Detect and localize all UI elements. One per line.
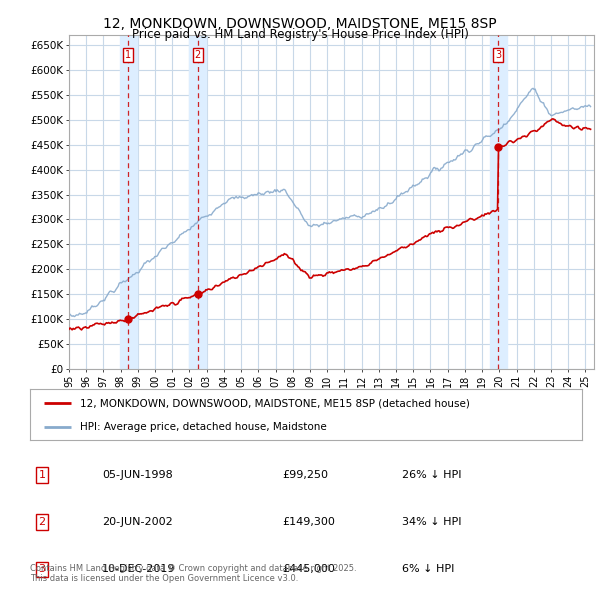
Text: 6% ↓ HPI: 6% ↓ HPI — [402, 565, 454, 574]
Bar — [189, 35, 206, 369]
Text: 3: 3 — [495, 50, 502, 60]
Text: 12, MONKDOWN, DOWNSWOOD, MAIDSTONE, ME15 8SP (detached house): 12, MONKDOWN, DOWNSWOOD, MAIDSTONE, ME15… — [80, 398, 470, 408]
Text: 34% ↓ HPI: 34% ↓ HPI — [402, 517, 461, 527]
Bar — [490, 35, 507, 369]
Text: 1: 1 — [125, 50, 131, 60]
Text: 2: 2 — [194, 50, 201, 60]
Text: £99,250: £99,250 — [282, 470, 328, 480]
Text: 05-JUN-1998: 05-JUN-1998 — [102, 470, 173, 480]
Text: 1: 1 — [38, 470, 46, 480]
Text: 10-DEC-2019: 10-DEC-2019 — [102, 565, 176, 574]
Text: Contains HM Land Registry data © Crown copyright and database right 2025.
This d: Contains HM Land Registry data © Crown c… — [30, 563, 356, 583]
Text: £149,300: £149,300 — [282, 517, 335, 527]
Text: £445,000: £445,000 — [282, 565, 335, 574]
Text: Price paid vs. HM Land Registry's House Price Index (HPI): Price paid vs. HM Land Registry's House … — [131, 28, 469, 41]
Text: 12, MONKDOWN, DOWNSWOOD, MAIDSTONE, ME15 8SP: 12, MONKDOWN, DOWNSWOOD, MAIDSTONE, ME15… — [103, 17, 497, 31]
Text: 26% ↓ HPI: 26% ↓ HPI — [402, 470, 461, 480]
Bar — [119, 35, 137, 369]
Text: 20-JUN-2002: 20-JUN-2002 — [102, 517, 173, 527]
Text: 3: 3 — [38, 565, 46, 574]
Text: HPI: Average price, detached house, Maidstone: HPI: Average price, detached house, Maid… — [80, 422, 326, 432]
Text: 2: 2 — [38, 517, 46, 527]
